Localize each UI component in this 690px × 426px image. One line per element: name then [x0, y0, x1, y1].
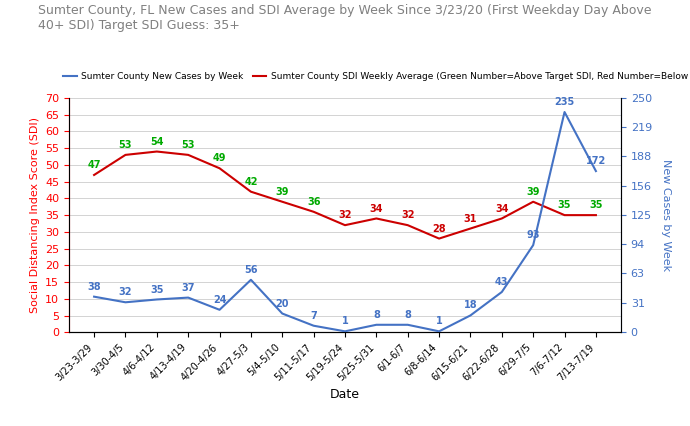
Sumter County New Cases by Week [372, 322, 380, 327]
Text: 38: 38 [87, 282, 101, 292]
Sumter County SDI Weekly Average (Green Number=Above Target SDI, Red Number=Below Target SDI) [435, 236, 443, 241]
Sumter County New Cases by Week [497, 289, 506, 294]
Text: 32: 32 [338, 210, 352, 220]
Text: 36: 36 [307, 197, 320, 207]
X-axis label: Date: Date [330, 388, 360, 401]
Sumter County SDI Weekly Average (Green Number=Above Target SDI, Red Number=Below Target SDI) [497, 216, 506, 221]
Sumter County SDI Weekly Average (Green Number=Above Target SDI, Red Number=Below Target SDI) [247, 189, 255, 194]
Sumter County SDI Weekly Average (Green Number=Above Target SDI, Red Number=Below Target SDI) [560, 213, 569, 218]
Text: 93: 93 [526, 230, 540, 240]
Sumter County SDI Weekly Average (Green Number=Above Target SDI, Red Number=Below Target SDI) [310, 209, 318, 214]
Sumter County New Cases by Week [592, 169, 600, 174]
Text: 7: 7 [310, 311, 317, 321]
Sumter County New Cases by Week [341, 329, 349, 334]
Text: 37: 37 [181, 283, 195, 293]
Text: 32: 32 [401, 210, 415, 220]
Sumter County New Cases by Week [560, 109, 569, 115]
Text: 8: 8 [404, 310, 411, 320]
Line: Sumter County SDI Weekly Average (Green Number=Above Target SDI, Red Number=Below Target SDI): Sumter County SDI Weekly Average (Green … [94, 152, 596, 239]
Text: 20: 20 [275, 299, 289, 308]
Sumter County SDI Weekly Average (Green Number=Above Target SDI, Red Number=Below Target SDI) [404, 223, 412, 228]
Y-axis label: Social Distancing Index Score (SDI): Social Distancing Index Score (SDI) [30, 117, 39, 313]
Text: 34: 34 [370, 204, 383, 213]
Text: 235: 235 [555, 97, 575, 107]
Sumter County New Cases by Week [90, 294, 98, 299]
Y-axis label: New Cases by Week: New Cases by Week [662, 159, 671, 271]
Text: 172: 172 [586, 156, 606, 166]
Sumter County SDI Weekly Average (Green Number=Above Target SDI, Red Number=Below Target SDI) [278, 199, 286, 204]
Text: 39: 39 [275, 187, 289, 197]
Sumter County New Cases by Week [247, 277, 255, 282]
Sumter County SDI Weekly Average (Green Number=Above Target SDI, Red Number=Below Target SDI) [184, 153, 193, 158]
Sumter County SDI Weekly Average (Green Number=Above Target SDI, Red Number=Below Target SDI) [121, 153, 130, 158]
Text: 8: 8 [373, 310, 380, 320]
Sumter County New Cases by Week [310, 323, 318, 328]
Text: 35: 35 [150, 285, 164, 294]
Text: 56: 56 [244, 265, 257, 275]
Sumter County New Cases by Week [529, 242, 538, 248]
Sumter County SDI Weekly Average (Green Number=Above Target SDI, Red Number=Below Target SDI) [592, 213, 600, 218]
Text: 53: 53 [181, 140, 195, 150]
Sumter County New Cases by Week [184, 295, 193, 300]
Sumter County New Cases by Week [435, 329, 443, 334]
Text: 42: 42 [244, 177, 257, 187]
Sumter County New Cases by Week [215, 307, 224, 312]
Sumter County SDI Weekly Average (Green Number=Above Target SDI, Red Number=Below Target SDI) [90, 173, 98, 178]
Text: 18: 18 [464, 300, 477, 311]
Text: 32: 32 [119, 288, 132, 297]
Text: 53: 53 [119, 140, 132, 150]
Sumter County SDI Weekly Average (Green Number=Above Target SDI, Red Number=Below Target SDI) [529, 199, 538, 204]
Sumter County New Cases by Week [466, 313, 475, 318]
Text: 24: 24 [213, 295, 226, 305]
Line: Sumter County New Cases by Week: Sumter County New Cases by Week [94, 112, 596, 331]
Sumter County SDI Weekly Average (Green Number=Above Target SDI, Red Number=Below Target SDI) [215, 166, 224, 171]
Text: 34: 34 [495, 204, 509, 213]
Sumter County New Cases by Week [278, 311, 286, 316]
Text: 35: 35 [558, 200, 571, 210]
Text: 28: 28 [432, 224, 446, 233]
Sumter County SDI Weekly Average (Green Number=Above Target SDI, Red Number=Below Target SDI) [466, 226, 475, 231]
Sumter County New Cases by Week [404, 322, 412, 327]
Text: 1: 1 [435, 317, 442, 326]
Sumter County SDI Weekly Average (Green Number=Above Target SDI, Red Number=Below Target SDI) [372, 216, 380, 221]
Text: 31: 31 [464, 213, 477, 224]
Text: 49: 49 [213, 153, 226, 163]
Sumter County SDI Weekly Average (Green Number=Above Target SDI, Red Number=Below Target SDI) [341, 223, 349, 228]
Text: 39: 39 [526, 187, 540, 197]
Text: 1: 1 [342, 317, 348, 326]
Legend: Sumter County New Cases by Week, Sumter County SDI Weekly Average (Green Number=: Sumter County New Cases by Week, Sumter … [60, 69, 690, 85]
Text: 47: 47 [88, 160, 101, 170]
Text: Sumter County, FL New Cases and SDI Average by Week Since 3/23/20 (First Weekday: Sumter County, FL New Cases and SDI Aver… [38, 4, 652, 32]
Sumter County New Cases by Week [152, 297, 161, 302]
Sumter County New Cases by Week [121, 300, 130, 305]
Text: 54: 54 [150, 137, 164, 147]
Text: 43: 43 [495, 277, 509, 287]
Sumter County SDI Weekly Average (Green Number=Above Target SDI, Red Number=Below Target SDI) [152, 149, 161, 154]
Text: 35: 35 [589, 200, 602, 210]
